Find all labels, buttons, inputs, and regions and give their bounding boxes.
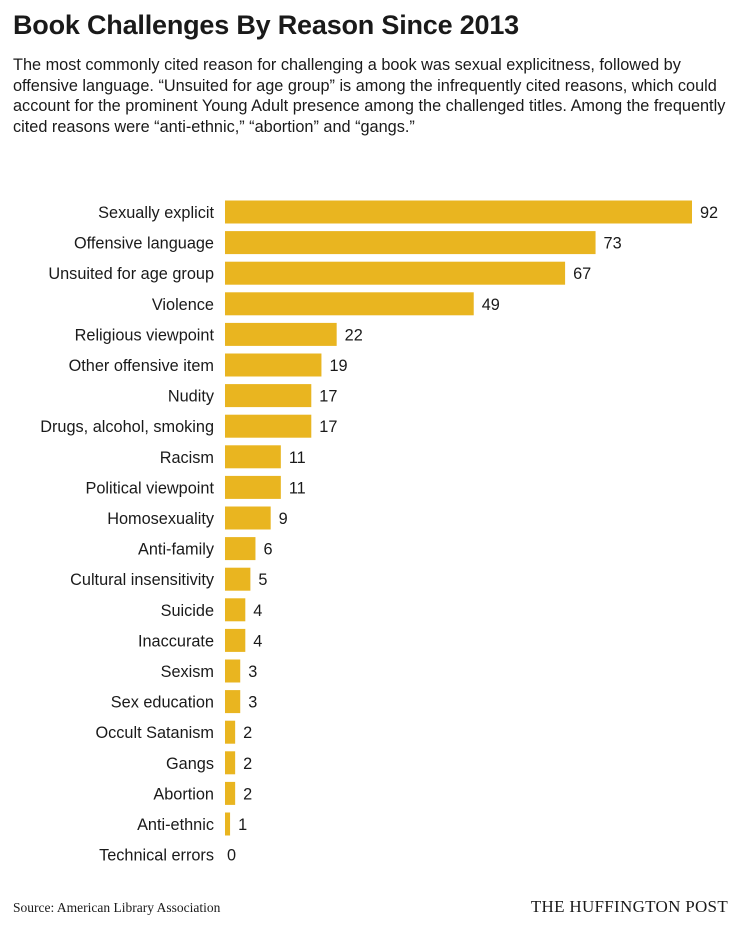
value-label: 49 — [482, 296, 500, 314]
category-label: Nudity — [168, 388, 215, 406]
value-label: 9 — [279, 510, 288, 528]
bar — [225, 261, 566, 285]
category-label: Political viewpoint — [85, 479, 214, 497]
value-label: 2 — [243, 755, 252, 773]
bar — [225, 720, 236, 744]
category-label: Abortion — [153, 785, 214, 803]
value-label: 6 — [263, 541, 272, 559]
chart-subtitle: The most commonly cited reason for chall… — [13, 56, 726, 136]
category-label: Sexually explicit — [98, 204, 214, 222]
bar — [225, 659, 241, 683]
bar — [225, 598, 246, 622]
category-label: Religious viewpoint — [75, 326, 215, 344]
value-label: 19 — [329, 357, 347, 375]
category-label: Cultural insensitivity — [70, 571, 215, 589]
value-label: 4 — [253, 602, 262, 620]
bar — [225, 475, 281, 499]
value-label: 73 — [604, 235, 622, 253]
bar — [225, 292, 474, 316]
value-label: 3 — [248, 663, 257, 681]
value-label: 1 — [238, 816, 247, 834]
bar — [225, 506, 271, 530]
bar — [225, 751, 236, 775]
bar — [225, 781, 236, 805]
category-label: Gangs — [166, 755, 214, 773]
value-label: 3 — [248, 694, 257, 712]
bar — [225, 537, 256, 561]
value-label: 17 — [319, 388, 337, 406]
bar — [225, 384, 312, 408]
category-label: Violence — [152, 296, 214, 314]
chart-title: Book Challenges By Reason Since 2013 — [13, 10, 519, 40]
publisher-logo: THE HUFFINGTON POST — [530, 897, 728, 916]
category-label: Other offensive item — [69, 357, 214, 375]
category-label: Technical errors — [99, 847, 214, 865]
bar — [225, 353, 322, 377]
category-label: Anti-ethnic — [137, 816, 214, 834]
bar — [225, 812, 231, 836]
category-label: Suicide — [161, 602, 214, 620]
value-label: 67 — [573, 265, 591, 283]
value-label: 4 — [253, 632, 262, 650]
category-label: Unsuited for age group — [48, 265, 214, 283]
value-label: 22 — [345, 326, 363, 344]
bar — [225, 414, 312, 438]
category-label: Anti-family — [138, 541, 215, 559]
category-label: Drugs, alcohol, smoking — [40, 418, 214, 436]
category-label: Inaccurate — [138, 632, 214, 650]
value-label: 17 — [319, 418, 337, 436]
value-label: 2 — [243, 785, 252, 803]
category-label: Offensive language — [74, 235, 214, 253]
value-label: 92 — [700, 204, 718, 222]
category-label: Occult Satanism — [95, 724, 214, 742]
value-label: 0 — [227, 847, 236, 865]
value-label: 11 — [289, 449, 306, 467]
value-label: 2 — [243, 724, 252, 742]
bar — [225, 322, 337, 346]
bar — [225, 231, 596, 255]
category-label: Racism — [160, 449, 214, 467]
value-label: 5 — [258, 571, 267, 589]
bar — [225, 690, 241, 714]
source-note: Source: American Library Association — [13, 900, 221, 915]
category-label: Homosexuality — [107, 510, 215, 528]
bar — [225, 567, 251, 591]
category-label: Sex education — [111, 694, 214, 712]
bar — [225, 445, 281, 469]
bar — [225, 628, 246, 652]
value-label: 11 — [289, 479, 306, 497]
category-label: Sexism — [161, 663, 214, 681]
bar — [225, 200, 692, 224]
